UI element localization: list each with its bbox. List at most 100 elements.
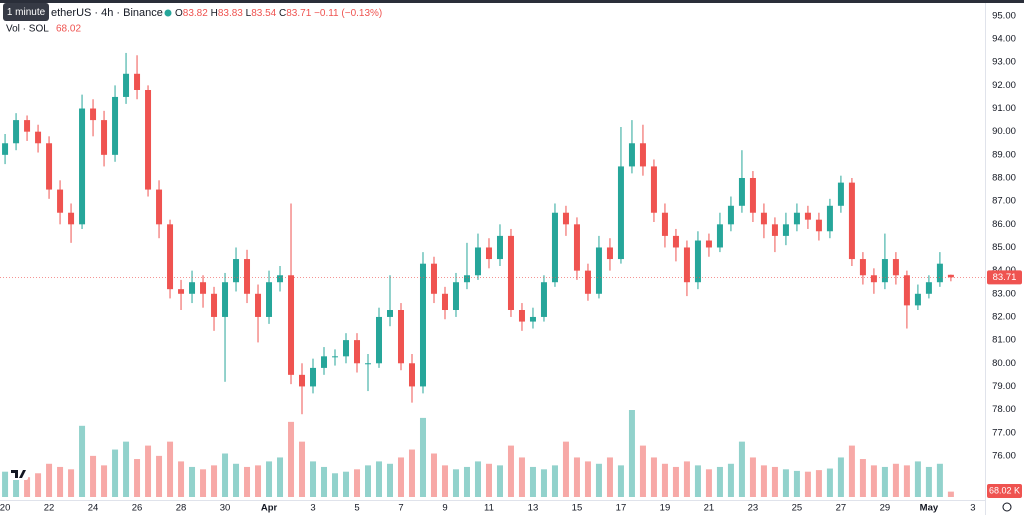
candle-body	[156, 189, 163, 225]
volume-bar	[573, 457, 580, 497]
candle-body	[936, 263, 943, 283]
volume-bar	[540, 469, 547, 497]
candle-body	[299, 374, 306, 387]
volume-value: 68.02	[56, 24, 81, 35]
volume-bar	[804, 471, 811, 497]
logo-mark	[11, 470, 26, 478]
y-tick-label: 87.00	[992, 196, 1016, 207]
volume-bar	[310, 461, 317, 497]
volume-bar	[123, 441, 130, 497]
volume-title: Vol · SOL	[6, 24, 49, 35]
candle-body	[430, 263, 437, 294]
price-label: 83.71	[993, 272, 1017, 283]
candle-body	[518, 310, 525, 322]
volume-bar	[705, 469, 712, 497]
volume-bar	[57, 466, 64, 497]
candle-body	[90, 108, 97, 121]
y-tick-label: 90.00	[992, 126, 1016, 137]
candle-body	[310, 367, 317, 387]
y-tick-label: 89.00	[992, 149, 1016, 160]
y-tick-label: 81.00	[992, 335, 1016, 346]
volume-bar	[650, 457, 657, 497]
y-tick-label: 85.00	[992, 242, 1016, 253]
volume-bar	[13, 474, 20, 497]
volume-bar	[716, 466, 723, 497]
ohlc-value: 83.83	[218, 8, 243, 19]
candle-body	[749, 177, 756, 213]
volume-bar	[463, 466, 470, 497]
x-tick-label: 13	[528, 503, 539, 514]
settings-icon[interactable]	[1002, 502, 1012, 512]
x-tick-label: 3	[310, 503, 315, 514]
candle-body	[617, 166, 624, 260]
x-tick-label: 5	[354, 503, 359, 514]
volume-bar	[365, 465, 372, 497]
candle-body	[650, 166, 657, 213]
change: −0.11 (−0.13%)	[314, 8, 382, 19]
candle-body	[255, 293, 262, 317]
candle-body	[35, 131, 42, 144]
candle-body	[145, 89, 152, 190]
y-tick-label: 76.00	[992, 450, 1016, 461]
candle-body	[222, 282, 229, 317]
ohlc-letter: C	[279, 8, 286, 19]
volume-bar	[354, 469, 361, 497]
candle-body	[826, 205, 833, 232]
volume-bar	[837, 457, 844, 497]
candle-body	[211, 293, 218, 317]
volume-bar	[189, 466, 196, 497]
candle-body	[134, 73, 141, 90]
candle-body	[233, 259, 240, 283]
x-tick-label: 19	[660, 503, 671, 514]
volume-bar	[551, 465, 558, 497]
volume-bar	[639, 445, 646, 497]
volume-label-box	[987, 484, 1022, 498]
volume-bar	[178, 461, 185, 497]
y-tick-label: 91.00	[992, 103, 1016, 114]
candle-body	[903, 275, 910, 306]
candle-body	[189, 282, 196, 294]
candle-body	[606, 247, 613, 260]
volume-bar	[628, 410, 635, 497]
candle-body	[848, 182, 855, 260]
volume-bar	[441, 465, 448, 497]
ohlc-letter: H	[211, 8, 218, 19]
volume-bar	[101, 465, 108, 497]
candle-body	[101, 120, 108, 155]
volume-bar	[79, 425, 86, 497]
ohlc-value: 83.71	[286, 8, 311, 19]
candle-body	[57, 189, 64, 213]
plot	[0, 52, 985, 497]
volume-bar	[430, 453, 437, 497]
candle-body	[24, 120, 31, 132]
candle-body	[760, 212, 767, 225]
candle-body	[365, 363, 372, 365]
volume-bar	[156, 455, 163, 497]
volume-bar	[617, 465, 624, 497]
volume-bar	[167, 441, 174, 497]
volume-bar	[222, 453, 229, 497]
volume-bar	[782, 469, 789, 497]
candle-body	[408, 363, 415, 387]
volume-bar	[903, 465, 910, 497]
candle-body	[727, 205, 734, 225]
candle-body	[628, 143, 635, 167]
price-label-box	[987, 270, 1022, 285]
volume-bar	[24, 477, 31, 497]
volume-bar	[408, 449, 415, 497]
x-tick-label: 3	[970, 503, 975, 514]
candle-body	[200, 282, 207, 294]
y-tick-label: 88.00	[992, 173, 1016, 184]
y-tick-label: 77.00	[992, 427, 1016, 438]
candle-body	[551, 212, 558, 283]
status-dot	[164, 9, 172, 17]
volume-bar	[518, 457, 525, 497]
candle-body	[386, 310, 393, 317]
volume-bar	[683, 461, 690, 497]
candle-body	[167, 224, 174, 290]
candle-body	[672, 235, 679, 248]
x-tick-label: 27	[836, 503, 847, 514]
x-tick-label: May	[920, 503, 939, 514]
candle-body	[595, 247, 602, 294]
